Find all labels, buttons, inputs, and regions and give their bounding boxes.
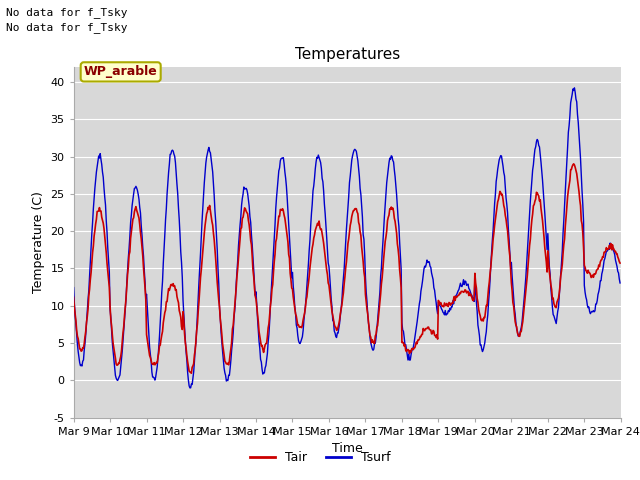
Text: WP_arable: WP_arable <box>84 65 157 78</box>
Text: No data for f_Tsky: No data for f_Tsky <box>6 22 128 33</box>
Title: Temperatures: Temperatures <box>294 47 400 62</box>
Y-axis label: Temperature (C): Temperature (C) <box>32 192 45 293</box>
Legend: Tair, Tsurf: Tair, Tsurf <box>245 446 395 469</box>
X-axis label: Time: Time <box>332 442 363 455</box>
Text: No data for f_Tsky: No data for f_Tsky <box>6 7 128 18</box>
